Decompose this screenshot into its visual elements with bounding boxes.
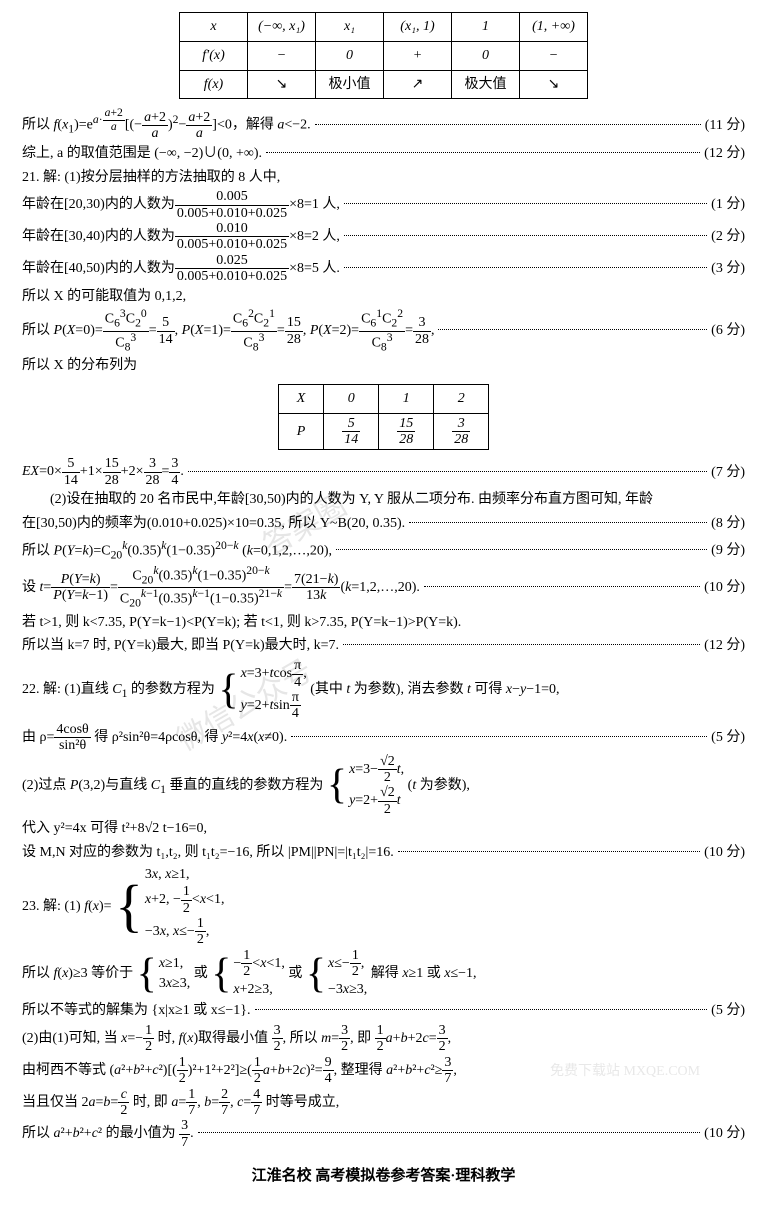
q23-1: 23. 解: (1) f(x)= {3x, x≥1,x+2, −12<x<1,−… bbox=[22, 865, 745, 948]
t-def-line: 设 t=P(Y=k)P(Y=k−1)=C20k(0.35)k(1−0.35)20… bbox=[22, 565, 745, 611]
q22-2b: 代入 y²=4x 可得 t²+8√2 t−16=0, bbox=[22, 817, 745, 841]
q23-2c: 当且仅当 2a=b=c2 时, 即 a=17, b=27, c=47 时等号成立… bbox=[22, 1087, 745, 1119]
age-line-3: 年龄在[40,50)内的人数为0.0250.005+0.010+0.025×8=… bbox=[22, 253, 745, 285]
th-c4: 1 bbox=[452, 13, 520, 42]
r2c2: 极小值 bbox=[316, 70, 384, 99]
q22-1b: 由 ρ=4cosθsin²θ 得 ρ²sin²θ=4ρcosθ, 得 y²=4x… bbox=[22, 722, 745, 754]
px-line: 所以 P(X=0)=C63C20C83=514, P(X=1)=C62C21C8… bbox=[22, 308, 745, 354]
dist-table: X 0 1 2 P 514 1528 328 bbox=[278, 384, 490, 451]
pts-11: (11 分) bbox=[705, 114, 745, 138]
th-c5: (1, +∞) bbox=[520, 13, 588, 42]
r2c0: f(x) bbox=[180, 70, 248, 99]
age-line-2: 年龄在[30,40)内的人数为0.0100.005+0.010+0.025×8=… bbox=[22, 221, 745, 253]
q23-1b: 所以 f(x)≥3 等价于 {x≥1,3x≥3, 或 {−12<x<1,x+2≥… bbox=[22, 948, 745, 999]
dist-intro: 所以 X 的分布列为 bbox=[22, 354, 745, 378]
k7-line: 所以当 k=7 时, P(Y=k)最大, 即当 P(Y=k)最大时, k=7. … bbox=[22, 634, 745, 658]
r2c4: 极大值 bbox=[452, 70, 520, 99]
footer: 江淮名校 高考模拟卷参考答案·理科教学 bbox=[22, 1164, 745, 1190]
r2c5: ↘ bbox=[520, 70, 588, 99]
q22-1: 22. 解: (1)直线 C1 的参数方程为 {x=3+tcosπ4,y=2+t… bbox=[22, 658, 745, 722]
q23-2a: (2)由(1)可知, 当 x=−12 时, f(x)取得最小值 32, 所以 m… bbox=[22, 1023, 745, 1055]
r1c1: − bbox=[248, 41, 316, 70]
age-line-1: 年龄在[20,30)内的人数为0.0050.005+0.010+0.025×8=… bbox=[22, 189, 745, 221]
ex-line: EX=0×514+1×1528+2×328=34. (7 分) bbox=[22, 456, 745, 488]
th-c2: x₁ bbox=[316, 13, 384, 42]
r2c3: ↗ bbox=[384, 70, 452, 99]
r2c1: ↘ bbox=[248, 70, 316, 99]
t-cond: 若 t>1, 则 k<7.35, P(Y=k−1)<P(Y=k); 若 t<1,… bbox=[22, 611, 745, 635]
r1c5: − bbox=[520, 41, 588, 70]
pyk-line: 所以 P(Y=k)=C20k(0.35)k(1−0.35)20−k (k=0,1… bbox=[22, 536, 745, 565]
q21-2b: 在[30,50)内的频率为(0.010+0.025)×10=0.35, 所以 Y… bbox=[22, 512, 745, 536]
line-12: 综上, a 的取值范围是 (−∞, −2)∪(0, +∞). (12 分) bbox=[22, 142, 745, 166]
q22-2c: 设 M,N 对应的参数为 t₁,t₂, 则 t₁t₂=−16, 所以 |PM||… bbox=[22, 841, 745, 865]
q23-2b: 由柯西不等式 (a²+b²+c²)[(12)²+1²+2²]≥(12a+b+2c… bbox=[22, 1055, 745, 1087]
r1c4: 0 bbox=[452, 41, 520, 70]
sign-table: x (−∞, x₁) x₁ (x₁, 1) 1 (1, +∞) f′(x) − … bbox=[179, 12, 588, 99]
line-11: 所以 f(x1)=ea·a+2a[(−a+2a)2−a+2a]<0，解得 a<−… bbox=[22, 107, 745, 141]
q23-1c: 所以不等式的解集为 {x|x≥1 或 x≤−1}. (5 分) bbox=[22, 999, 745, 1023]
page-content: x (−∞, x₁) x₁ (x₁, 1) 1 (1, +∞) f′(x) − … bbox=[22, 12, 745, 1190]
th-x: x bbox=[180, 13, 248, 42]
q22-2: (2)过点 P(3,2)与直线 C1 垂直的直线的参数方程为 {x=3−√22t… bbox=[22, 754, 745, 818]
pts-12: (12 分) bbox=[704, 142, 745, 166]
q21-2a: (2)设在抽取的 20 名市民中,年龄[30,50)内的人数为 Y, Y 服从二… bbox=[22, 488, 745, 512]
th-c1: (−∞, x₁) bbox=[248, 13, 316, 42]
r1c3: + bbox=[384, 41, 452, 70]
x-vals: 所以 X 的可能取值为 0,1,2, bbox=[22, 285, 745, 309]
q21-intro: 21. 解: (1)按分层抽样的方法抽取的 8 人中, bbox=[22, 166, 745, 190]
r1c2: 0 bbox=[316, 41, 384, 70]
q23-2d: 所以 a²+b²+c² 的最小值为 37. (10 分) bbox=[22, 1118, 745, 1150]
th-c3: (x₁, 1) bbox=[384, 13, 452, 42]
r1c0: f′(x) bbox=[180, 41, 248, 70]
